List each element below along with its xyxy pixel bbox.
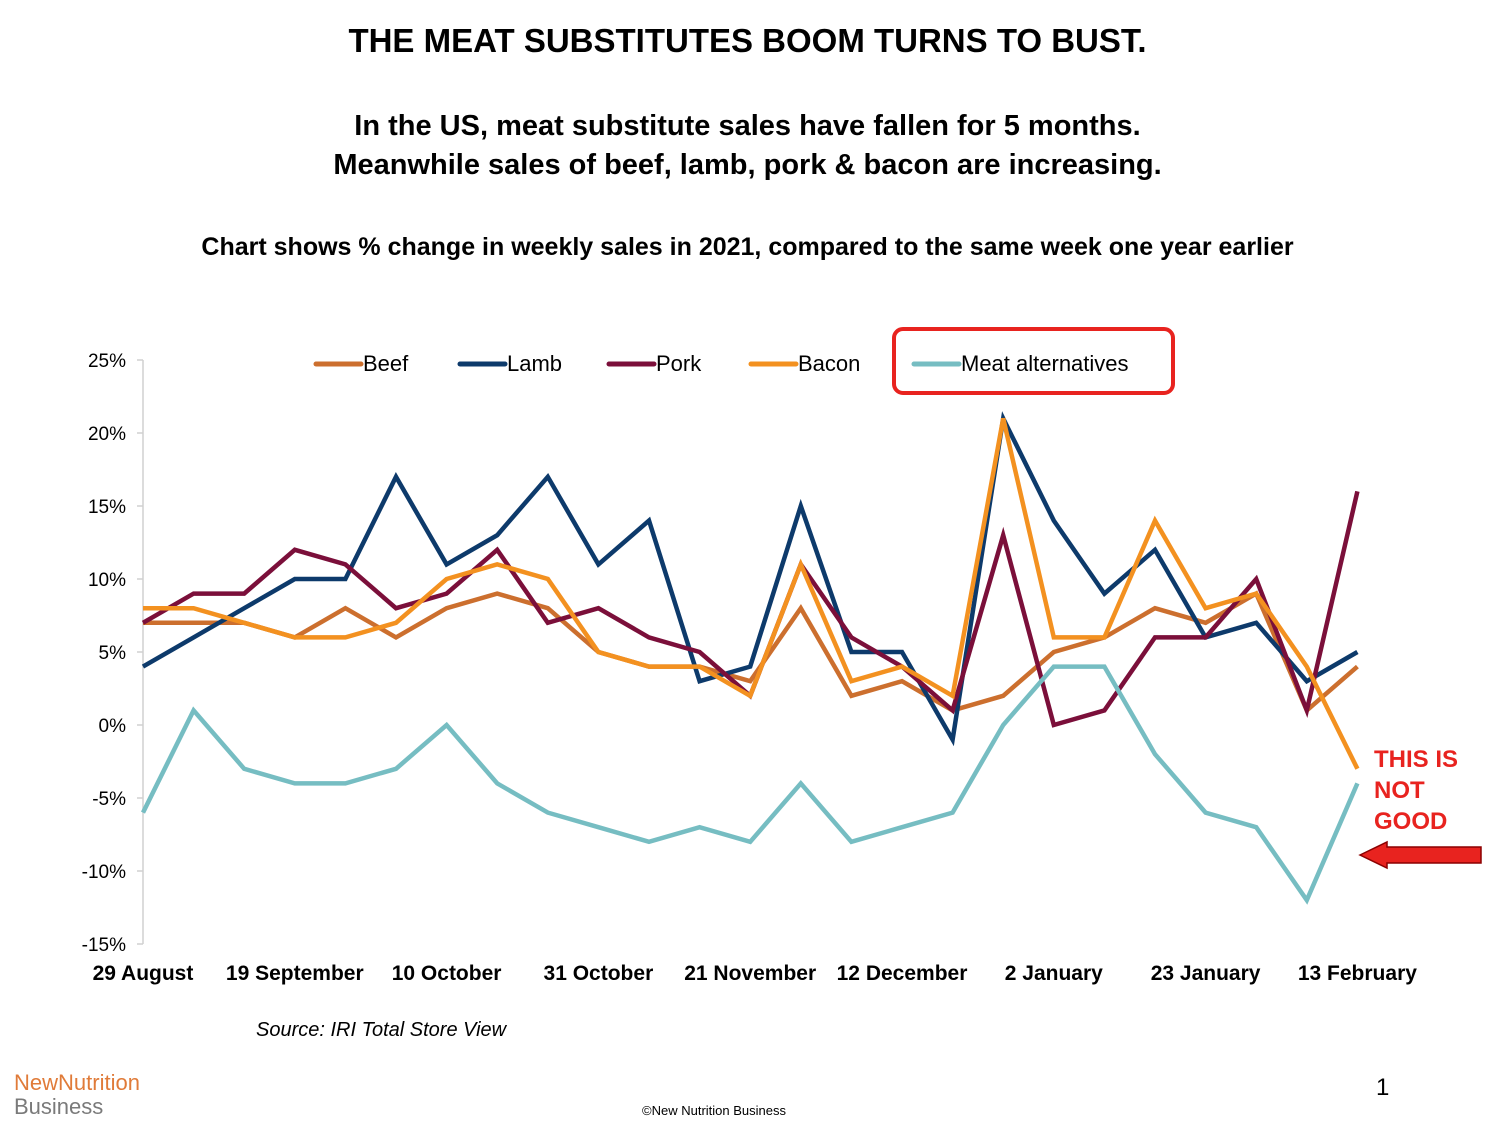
x-tick-label: 12 December	[837, 962, 968, 985]
subtitle-line-2: Meanwhile sales of beef, lamb, pork & ba…	[333, 149, 1162, 181]
series-line-meat-alternatives	[140, 664, 1360, 905]
arrow-shape	[1358, 840, 1482, 870]
x-tick-label: 13 February	[1298, 962, 1417, 985]
x-tick-label: 23 January	[1151, 962, 1261, 985]
legend-item: Beef	[313, 351, 409, 376]
series-lines	[140, 411, 1360, 905]
logo-line-2: Business	[14, 1094, 104, 1119]
legend-label: Pork	[656, 351, 702, 376]
y-tick-label: 25%	[88, 351, 126, 372]
x-tick-label: 29 August	[93, 962, 194, 985]
x-tick-label: 2 January	[1005, 962, 1103, 985]
chart-legend: Beef Lamb Pork Bacon Meat alternatives	[313, 327, 1175, 395]
legend-item: Pork	[606, 351, 702, 376]
chart-description: Chart shows % change in weekly sales in …	[201, 233, 1294, 261]
warning-annotation: THIS IS NOT GOOD	[1374, 744, 1458, 837]
legend-label: Lamb	[507, 351, 562, 376]
x-tick-label: 21 November	[684, 962, 816, 985]
brand-logo: NewNutrition Business	[14, 1071, 140, 1119]
legend-label: Beef	[363, 351, 409, 376]
source-note: Source: IRI Total Store View	[256, 1019, 507, 1041]
y-tick-label: 20%	[88, 424, 126, 445]
legend-item: Bacon	[748, 351, 860, 376]
copyright-note: ©New Nutrition Business	[642, 1103, 786, 1118]
left-arrow-icon	[1358, 840, 1482, 870]
series-line-beef	[143, 590, 1359, 715]
y-tick-label: 0%	[99, 716, 127, 737]
series-line-lamb	[141, 411, 1359, 747]
x-tick-label: 10 October	[392, 962, 502, 985]
y-tick-label: 10%	[88, 570, 126, 591]
chart-axes: 25% 20% 15% 10% 5% 0% -5% -10% -15% 29 August 19 S…	[82, 351, 1418, 985]
x-tick-label: 19 September	[226, 962, 364, 985]
y-tick-label: -5%	[92, 789, 126, 810]
y-tick-label: 15%	[88, 497, 126, 518]
logo-line-1: NewNutrition	[14, 1070, 140, 1095]
series-line-bacon	[143, 417, 1360, 770]
y-tick-label: 5%	[99, 643, 127, 664]
legend-item: Meat alternatives	[911, 351, 1129, 376]
y-tick-label: -15%	[82, 935, 126, 956]
legend-item: Lamb	[457, 351, 562, 376]
line-chart: 25% 20% 15% 10% 5% 0% -5% -10% -15% 29 August 19 S…	[82, 327, 1482, 985]
warning-line-1: THIS IS	[1374, 746, 1459, 773]
slide-title: THE MEAT SUBSTITUTES BOOM TURNS TO BUST.	[348, 22, 1147, 59]
warning-line-2: NOT	[1374, 777, 1425, 804]
x-tick-label: 31 October	[544, 962, 654, 985]
highlight-box	[892, 327, 1175, 395]
legend-label: Bacon	[798, 351, 860, 376]
page-number: 1	[1376, 1074, 1390, 1101]
subtitle-line-1: In the US, meat substitute sales have fa…	[354, 110, 1141, 142]
warning-line-3: GOOD	[1374, 808, 1448, 835]
legend-label: Meat alternatives	[961, 351, 1129, 376]
y-tick-label: -10%	[82, 862, 126, 883]
